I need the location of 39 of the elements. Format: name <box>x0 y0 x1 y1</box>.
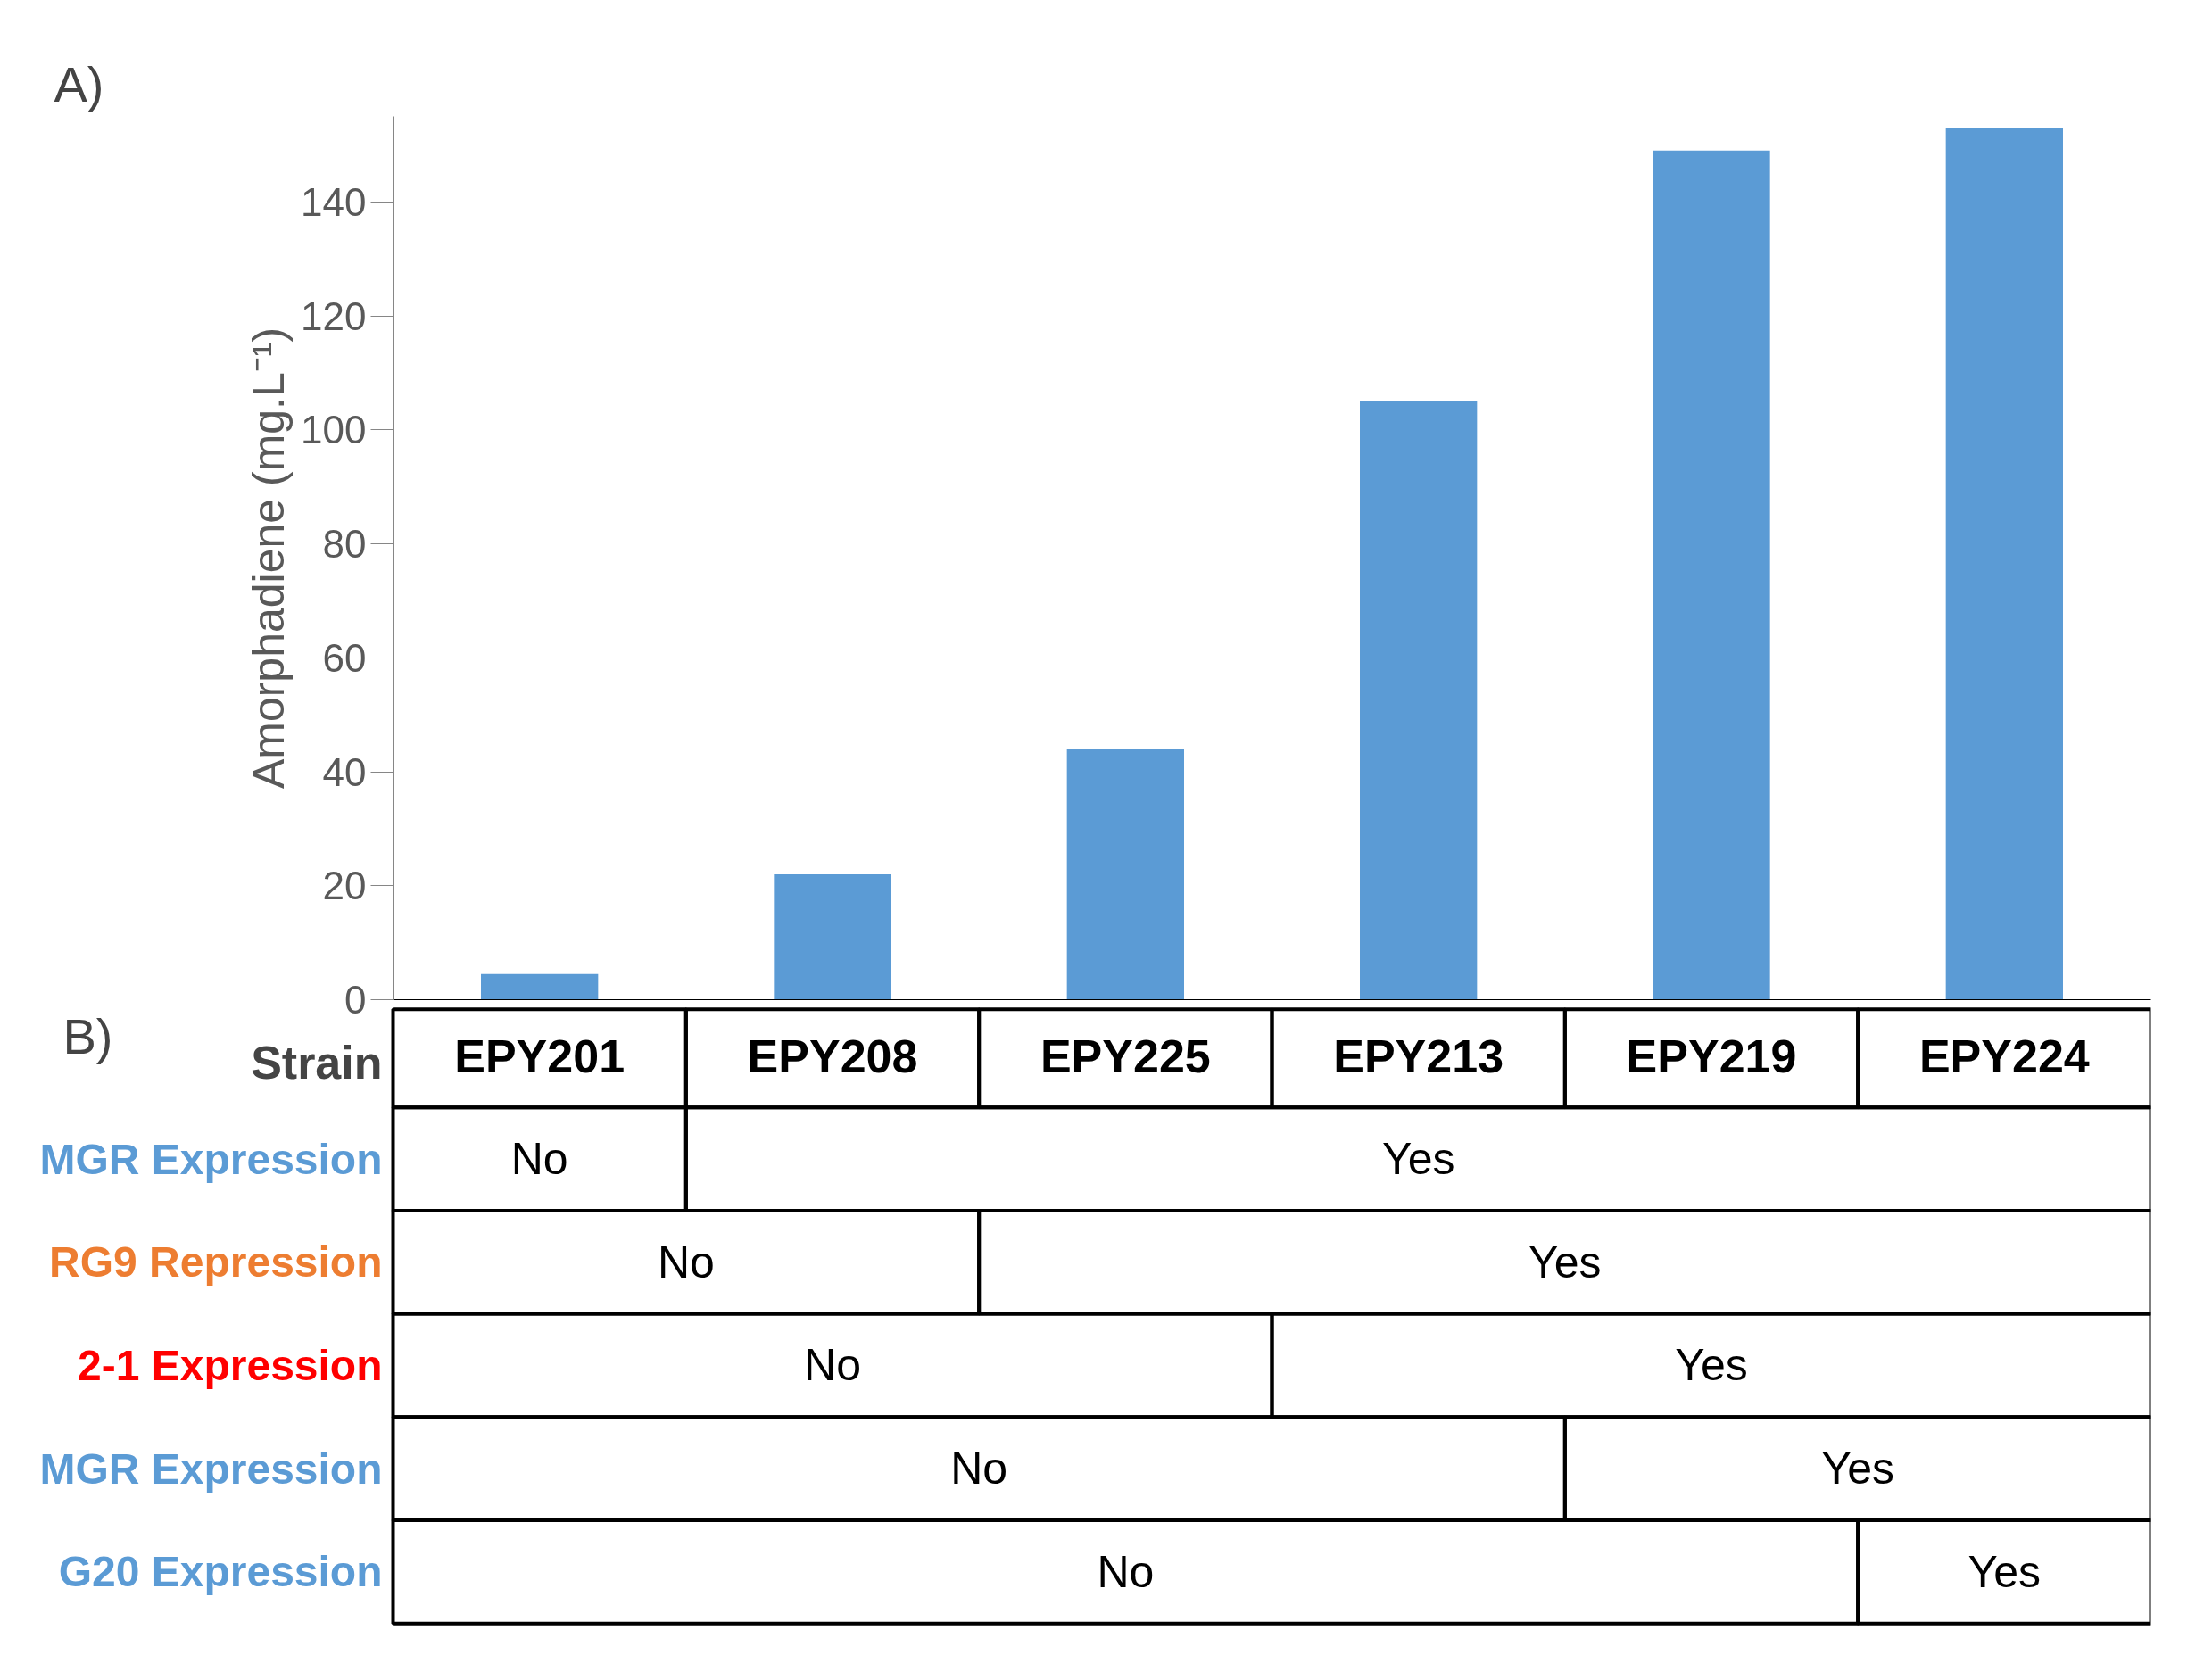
y-tick-label: 60 <box>322 635 367 680</box>
text: G20 Expression <box>58 1548 383 1596</box>
text: Yes <box>1381 1134 1455 1185</box>
text: No <box>657 1237 715 1287</box>
bar <box>1066 749 1184 1000</box>
bar <box>1653 150 1770 1000</box>
x-tick-label: EPY213 <box>1333 1030 1504 1082</box>
bar <box>1945 128 2063 1000</box>
text: RG9 Repression <box>49 1238 383 1287</box>
bar <box>481 973 599 1000</box>
y-tick-label: 0 <box>344 978 367 1022</box>
y-tick-label: 40 <box>322 749 367 794</box>
x-tick-label: EPY208 <box>747 1030 918 1082</box>
text: B) <box>62 1008 113 1065</box>
x-tick-label: EPY224 <box>1918 1030 2090 1082</box>
y-tick-label: 100 <box>301 408 367 452</box>
y-axis-title: Amorphadiene (mg.L⁻¹) <box>244 327 294 790</box>
y-tick-label: 140 <box>301 179 367 224</box>
text: 2-1 Expression <box>78 1341 383 1389</box>
bar <box>774 873 891 1000</box>
bar <box>1360 401 1478 1000</box>
text: MGR Expression <box>39 1135 383 1183</box>
text: Yes <box>1968 1546 2042 1597</box>
x-tick-label: EPY225 <box>1040 1030 1211 1082</box>
text: No <box>510 1134 568 1185</box>
text: A) <box>54 55 104 112</box>
x-tick-label: EPY201 <box>454 1030 625 1082</box>
text: Strain <box>251 1037 383 1089</box>
text: Yes <box>1821 1444 1894 1494</box>
text: MGR Expression <box>39 1444 383 1493</box>
y-tick-label: 20 <box>322 864 367 908</box>
text: No <box>1097 1546 1155 1597</box>
y-tick-label: 80 <box>322 522 367 567</box>
y-tick-label: 120 <box>301 294 367 338</box>
text: No <box>950 1444 1008 1494</box>
x-tick-label: EPY219 <box>1626 1030 1797 1082</box>
text: Yes <box>1529 1237 1602 1287</box>
text: No <box>804 1340 861 1391</box>
text: Yes <box>1675 1340 1748 1391</box>
